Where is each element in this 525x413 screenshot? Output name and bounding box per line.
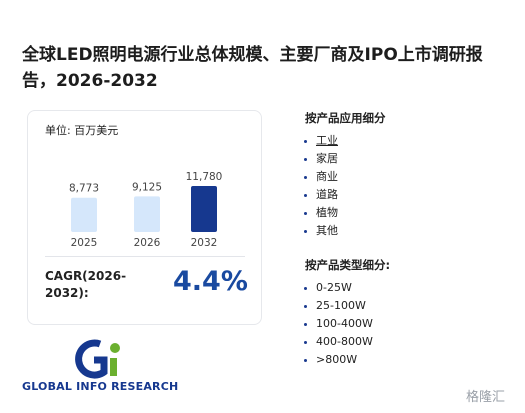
bar-chart: 8,773 2025 9,125 2026 11,780 2032 [69,171,223,249]
logo-g [75,339,108,379]
segment-item: 100-400W [304,315,373,333]
segment-item: 商业 [304,168,338,186]
cagr-label: CAGR(2026-2032): [45,269,127,300]
bar [71,197,97,232]
segment-item: 道路 [304,186,338,204]
value-label: 8,773 [69,183,99,195]
segment-text[interactable]: 工业 [316,134,338,147]
segment-text: 25-100W [316,299,366,312]
segment-item: 25-100W [304,297,373,315]
watermark: 格隆汇 [466,390,506,405]
segment-item: 其他 [304,222,338,240]
summary-card [27,110,262,325]
bar [191,186,217,232]
x-tick-label: 2032 [191,237,218,249]
segment-item: 0-25W [304,279,373,297]
logo-text: GLOBAL INFO RESEARCH [22,380,179,393]
segment-item: 工业 [304,132,338,150]
section-title: 按产品类型细分: [305,258,391,272]
segment-text: >800W [316,353,358,366]
unit-label: 单位: 百万美元 [45,124,119,137]
x-tick-label: 2026 [134,237,161,249]
segment-item: >800W [304,351,373,369]
segment-text: 道路 [316,188,338,201]
segment-text: 其他 [316,224,338,237]
segment-item: 家居 [304,150,338,168]
bar [134,196,160,232]
cagr-value: 4.4% [173,266,248,297]
logo-i [110,358,117,376]
section-title: 按产品应用细分 [305,111,386,125]
segment-text: 0-25W [316,281,352,294]
divider [45,256,245,257]
segment-text: 植物 [316,206,338,219]
segment-text: 家居 [316,152,338,165]
logo-dot [110,343,120,353]
x-tick-label: 2025 [71,237,98,249]
segment-text: 商业 [316,170,338,183]
segment-item: 植物 [304,204,338,222]
segment-list: 0-25W 25-100W 100-400W 400-800W >800W [303,279,373,369]
segment-text: 400-800W [316,335,373,348]
segment-text: 100-400W [316,317,373,330]
segment-list: 工业家居商业道路植物其他 [303,132,338,240]
value-label: 9,125 [132,181,162,193]
report-title: 全球LED照明电源行业总体规模、主要厂商及IPO上市调研报告，2026-2032 [22,45,483,91]
value-label: 11,780 [186,171,223,183]
segment-item: 400-800W [304,333,373,351]
logo-mark [75,339,120,379]
